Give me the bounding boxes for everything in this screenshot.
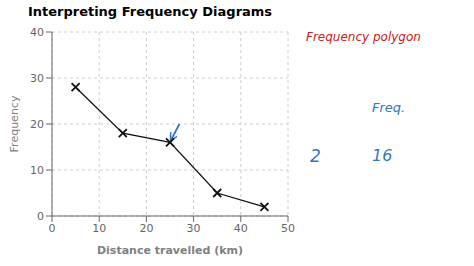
html-text:2: 2 bbox=[310, 146, 321, 166]
html-text:Frequency polygon: Frequency polygon bbox=[306, 30, 421, 44]
svg-text:40: 40 bbox=[30, 26, 44, 39]
html-text:Freq.: Freq. bbox=[372, 100, 406, 115]
html-text:Interpreting Frequency Diagram: Interpreting Frequency Diagrams bbox=[27, 4, 273, 19]
svg-text:10: 10 bbox=[92, 222, 106, 235]
svg-text:0: 0 bbox=[37, 210, 44, 223]
svg-text:20: 20 bbox=[30, 118, 44, 131]
svg-text:30: 30 bbox=[30, 72, 44, 85]
svg-text:Frequency: Frequency bbox=[8, 95, 21, 152]
svg-text:20: 20 bbox=[139, 222, 153, 235]
svg-text:50: 50 bbox=[281, 222, 295, 235]
svg-text:10: 10 bbox=[30, 164, 44, 177]
svg-text:40: 40 bbox=[234, 222, 248, 235]
svg-text:Distance travelled (km): Distance travelled (km) bbox=[97, 244, 243, 257]
html-text:16: 16 bbox=[372, 146, 393, 165]
svg-text:0: 0 bbox=[49, 222, 56, 235]
svg-text:30: 30 bbox=[187, 222, 201, 235]
